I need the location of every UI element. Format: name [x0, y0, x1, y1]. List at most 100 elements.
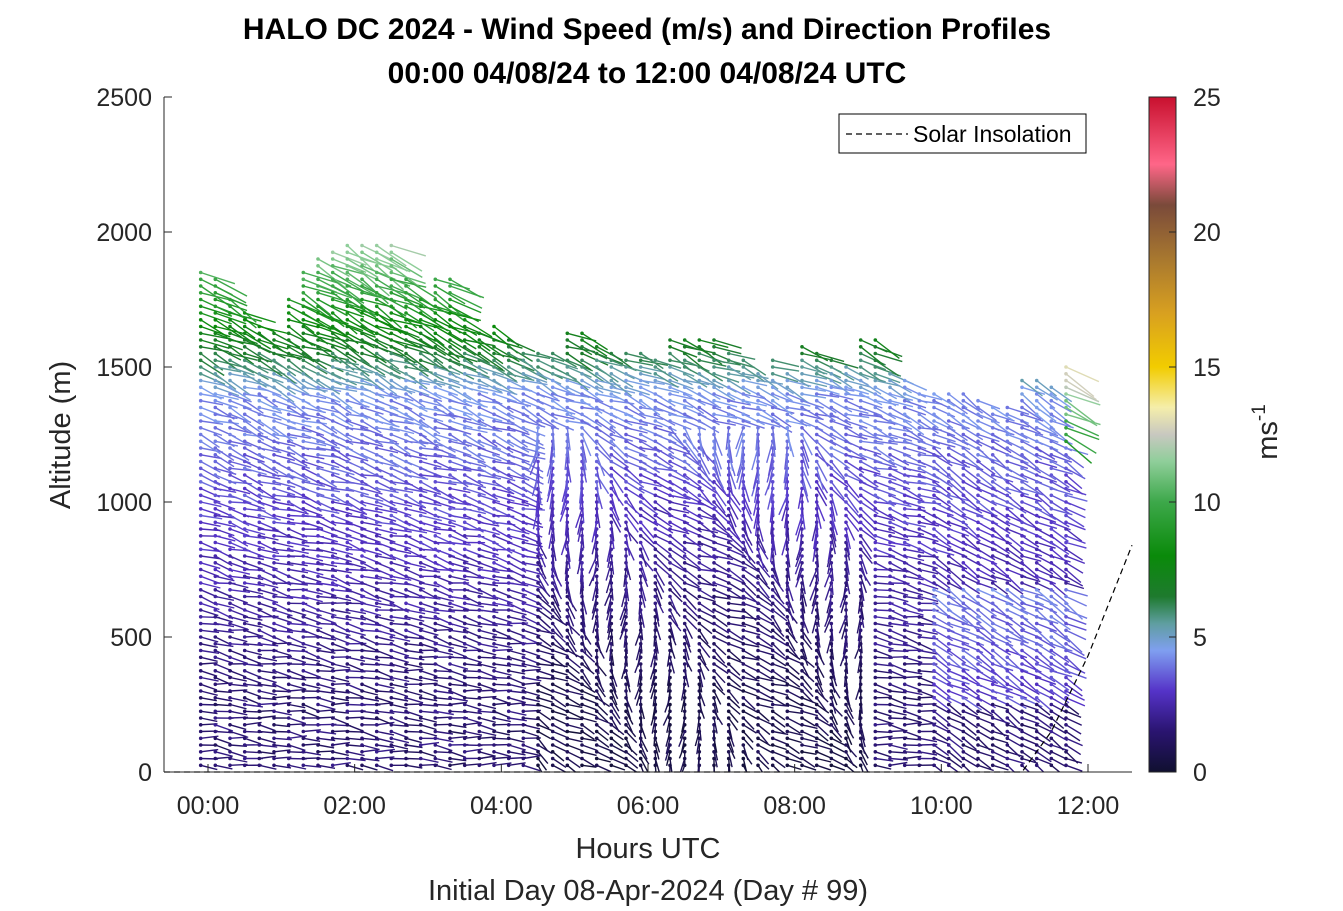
wind-vector: [449, 622, 469, 630]
wind-vector: [464, 433, 485, 448]
wind-vector: [229, 724, 247, 731]
wind-vector-head: [521, 743, 526, 747]
wind-vector: [200, 413, 223, 425]
wind-vector: [449, 386, 472, 401]
wind-vector: [215, 541, 236, 549]
wind-vector-head: [521, 486, 526, 491]
wind-vector-head: [477, 615, 482, 619]
wind-vector: [288, 541, 310, 548]
wind-vector-head: [653, 385, 658, 390]
wind-vector-head: [272, 392, 276, 396]
wind-vector-head: [653, 507, 658, 511]
wind-vector: [361, 541, 383, 546]
wind-vector-head: [433, 446, 438, 450]
wind-vector-head: [726, 709, 731, 714]
wind-vector: [376, 501, 398, 510]
wind-vector: [376, 730, 395, 736]
wind-vector-head: [345, 351, 350, 356]
wind-vector: [288, 595, 309, 600]
wind-vector: [420, 741, 440, 746]
wind-vector: [332, 366, 358, 374]
wind-vector: [478, 487, 498, 500]
wind-vector: [405, 528, 428, 534]
wind-vector: [376, 386, 398, 400]
wind-vector: [346, 494, 367, 507]
wind-vector-head: [726, 689, 731, 693]
wind-vector-head: [594, 763, 599, 768]
wind-vector-head: [301, 723, 306, 727]
wind-vector-head: [594, 378, 599, 383]
wind-vector-head: [301, 291, 306, 295]
wind-vector-head: [653, 554, 658, 558]
wind-vector-head: [506, 655, 511, 660]
wind-vector-head: [286, 628, 291, 633]
wind-vector-head: [682, 372, 687, 376]
wind-vector-head: [418, 405, 423, 410]
wind-vector: [346, 447, 368, 460]
wind-vector-head: [228, 581, 232, 585]
wind-vector: [405, 555, 427, 558]
wind-vector-head: [242, 345, 247, 349]
wind-vector-head: [477, 763, 482, 768]
wind-vector-head: [316, 561, 320, 565]
wind-vector-head: [360, 318, 364, 322]
wind-vector-head: [433, 689, 438, 693]
wind-vector: [508, 420, 529, 434]
wind-vector: [552, 495, 554, 516]
wind-vector: [200, 514, 223, 520]
wind-vector: [405, 744, 423, 749]
wind-vector-head: [668, 412, 672, 417]
wind-vector: [215, 676, 232, 685]
wind-vector-head: [418, 500, 423, 504]
wind-vector-head: [316, 648, 320, 653]
wind-vector: [288, 474, 311, 483]
wind-vector: [273, 764, 292, 769]
wind-vector: [405, 717, 423, 723]
wind-vector-head: [697, 453, 702, 457]
wind-vector: [347, 629, 366, 636]
wind-vector: [332, 535, 353, 542]
wind-vector: [405, 359, 429, 377]
wind-vector: [405, 339, 434, 350]
wind-vector: [200, 643, 218, 648]
wind-vector: [479, 447, 501, 456]
wind-vector-head: [286, 345, 291, 349]
wind-vector: [464, 703, 482, 711]
wind-vector-head: [345, 473, 350, 477]
wind-vector: [435, 602, 454, 609]
wind-vector-head: [448, 304, 452, 309]
wind-vector: [493, 697, 511, 705]
wind-vector-head: [653, 432, 658, 437]
wind-vector-head: [536, 358, 540, 363]
wind-vector: [332, 697, 349, 702]
wind-vector-head: [316, 635, 320, 639]
wind-vector: [346, 406, 369, 420]
wind-vector-head: [477, 547, 482, 552]
wind-vector-head: [213, 311, 218, 315]
wind-vector: [420, 501, 442, 507]
wind-vector-head: [477, 628, 482, 633]
wind-vector-head: [565, 372, 570, 376]
wind-vector-head: [360, 473, 364, 477]
wind-vector-head: [345, 574, 350, 579]
wind-vector-head: [345, 729, 350, 734]
wind-vector-head: [506, 554, 511, 558]
wind-vector-head: [374, 648, 379, 653]
wind-vector-head: [301, 311, 306, 315]
wind-vector-head: [389, 635, 394, 639]
wind-vector-head: [594, 392, 599, 396]
wind-vector-head: [360, 635, 364, 639]
wind-vector-head: [286, 696, 291, 700]
wind-vector: [478, 467, 500, 480]
wind-vector-head: [228, 486, 232, 491]
wind-vector-head: [389, 372, 394, 376]
wind-vector: [537, 758, 548, 771]
wind-vector-head: [462, 459, 467, 464]
wind-vector-head: [418, 432, 423, 437]
wind-vector-head: [301, 534, 306, 538]
wind-vector-head: [462, 419, 467, 423]
wind-vector-head: [638, 412, 643, 417]
wind-vector-head: [389, 432, 394, 437]
wind-vector: [273, 406, 298, 414]
wind-vector-head: [492, 655, 496, 660]
